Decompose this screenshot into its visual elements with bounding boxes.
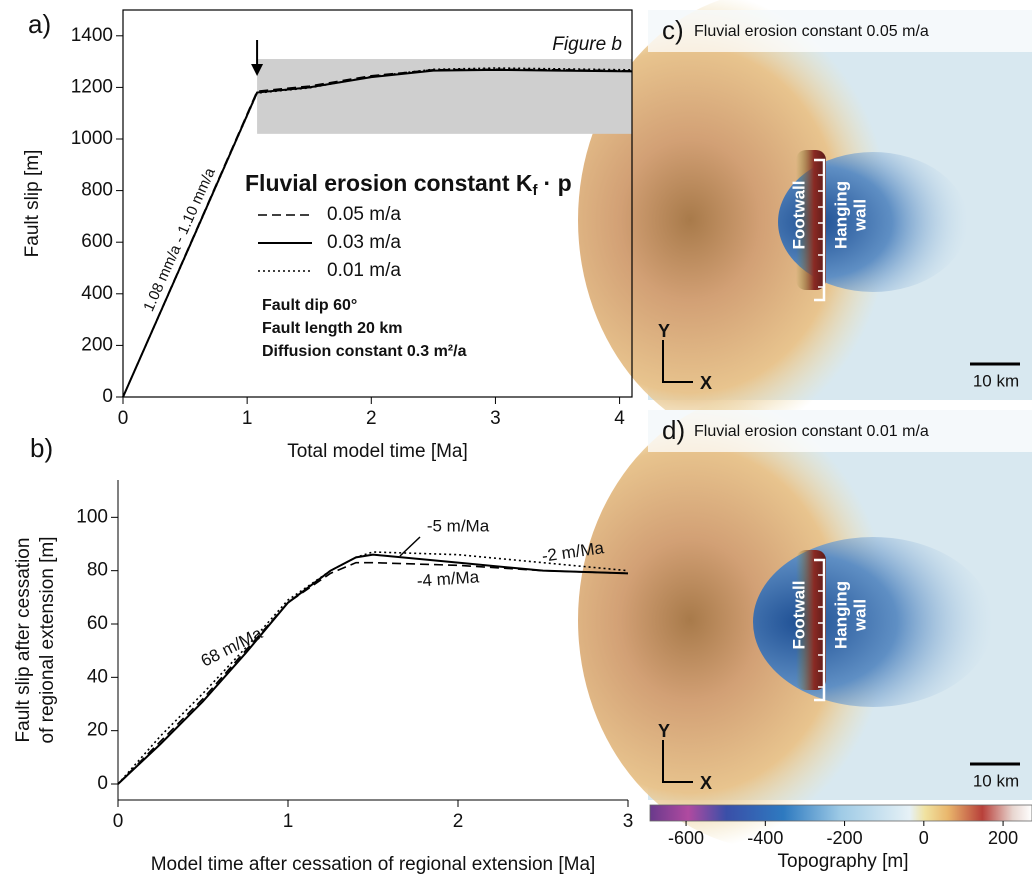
footwall-label: Footwall xyxy=(789,181,808,250)
colorbar-tick-label: -600 xyxy=(668,828,704,848)
x-tick-label: 4 xyxy=(614,408,625,429)
legend-label: 0.05 m/a xyxy=(327,204,401,225)
axis-glyph xyxy=(662,340,693,383)
y-direction-label: Y xyxy=(658,721,670,741)
y-tick-label: 600 xyxy=(81,231,113,252)
series-line xyxy=(117,561,629,785)
y-tick-label: 40 xyxy=(87,666,108,687)
y-tick-label: 200 xyxy=(81,334,113,355)
scale-label: 10 km xyxy=(973,371,1019,390)
note: Fault dip 60° xyxy=(262,297,357,314)
y-tick-label: 80 xyxy=(87,560,108,581)
y-tick-label: 1200 xyxy=(71,76,113,97)
map-panel: c) Fluvial erosion constant 0.05 m/a Footw… xyxy=(578,0,1032,450)
legend-label: 0.01 m/a xyxy=(327,260,401,281)
scale-label: 10 km xyxy=(973,771,1019,790)
leader-line xyxy=(399,536,421,557)
series-line xyxy=(117,551,629,785)
slope-label: -5 m/Ma xyxy=(427,516,490,535)
x-tick-label: 2 xyxy=(366,408,377,429)
y-tick-label: 1000 xyxy=(71,128,113,149)
hanging-wall-label: wall xyxy=(850,599,869,632)
y-axis-label: of regional extension [m] xyxy=(37,536,58,743)
arrowhead xyxy=(251,64,264,76)
y-tick-label: 0 xyxy=(97,773,108,794)
legend-title-text: Fluvial erosion constant K xyxy=(245,170,533,196)
note: Fault length 20 km xyxy=(262,320,402,337)
hanging-wall-label: Hanging xyxy=(831,181,850,249)
y-tick-label: 100 xyxy=(76,506,108,527)
colorbar-tick-label: 0 xyxy=(919,828,929,848)
slope-label: -4 m/Ma xyxy=(416,567,480,590)
x-tick-label: 0 xyxy=(118,408,129,429)
map-title: Fluvial erosion constant 0.01 m/a xyxy=(694,423,929,440)
line-chart: 0 20 40 60 80 100 0 1 2 3 Model time after cessati… xyxy=(13,433,633,875)
y-tick-label: 400 xyxy=(81,283,113,304)
y-tick-label: 60 xyxy=(87,613,108,634)
x-tick-label: 1 xyxy=(242,408,253,429)
map-panel-label: d) xyxy=(662,415,685,445)
x-tick-label: 3 xyxy=(490,408,501,429)
y-tick-label: 1400 xyxy=(71,25,113,46)
legend-title-sub: f xyxy=(533,182,539,199)
colorbar xyxy=(649,804,1032,822)
hanging-wall-label: wall xyxy=(850,199,869,232)
x-tick-label: 1 xyxy=(283,811,294,832)
map-title: Fluvial erosion constant 0.05 m/a xyxy=(694,23,929,40)
y-tick-label: 20 xyxy=(87,720,108,741)
plot-frame xyxy=(122,9,633,398)
x-axis-label: Model time after cessation of regional e… xyxy=(151,854,596,875)
y-axis-label: Fault slip [m] xyxy=(22,150,43,258)
x-direction-label: X xyxy=(700,373,712,393)
legend-title: Fluvial erosion constant Kf · p xyxy=(245,170,572,199)
y-direction-label: Y xyxy=(658,321,670,341)
map-panel: d) Fluvial erosion constant 0.01 m/a Footw… xyxy=(578,390,1032,850)
colorbar-label: Topography [m] xyxy=(778,851,909,872)
x-tick-label: 2 xyxy=(453,811,464,832)
x-direction-label: X xyxy=(700,773,712,793)
hanging-wall-label: Hanging xyxy=(831,581,850,649)
series-line xyxy=(117,553,629,785)
rate-label: 1.08 mm/a - 1.10 mm/a xyxy=(140,165,219,314)
legend-title-end: · p xyxy=(544,170,572,196)
fault-bracket xyxy=(814,558,826,702)
map-title-band xyxy=(648,10,1032,52)
line-chart: Figure b 0 200 400 600 800 1000 1200 1400 0 1 2 3 4 To… xyxy=(22,9,633,462)
legend-label: 0.03 m/a xyxy=(327,232,401,253)
colorbar-tick-label: -400 xyxy=(747,828,783,848)
x-tick-label: 0 xyxy=(113,811,124,832)
highlight-label: Figure b xyxy=(552,34,622,55)
map-panel-label: c) xyxy=(662,15,684,45)
panel-label: a) xyxy=(28,9,51,39)
map-title-band xyxy=(648,410,1032,452)
series-line xyxy=(122,68,633,398)
y-tick-label: 800 xyxy=(81,180,113,201)
note: Diffusion constant 0.3 m²/a xyxy=(262,343,467,360)
y-tick-label: 0 xyxy=(102,386,113,407)
y-axis-label: Fault slip after cessation xyxy=(13,538,34,743)
x-axis-label: Total model time [Ma] xyxy=(287,441,468,462)
colorbar-tick-label: 200 xyxy=(988,828,1018,848)
x-tick-label: 3 xyxy=(623,811,634,832)
fault-bracket xyxy=(814,158,826,302)
map-land xyxy=(578,0,978,450)
footwall-label: Footwall xyxy=(789,581,808,650)
panel-label: b) xyxy=(30,433,53,463)
colorbar-tick-label: -200 xyxy=(827,828,863,848)
axis-glyph xyxy=(662,740,693,783)
